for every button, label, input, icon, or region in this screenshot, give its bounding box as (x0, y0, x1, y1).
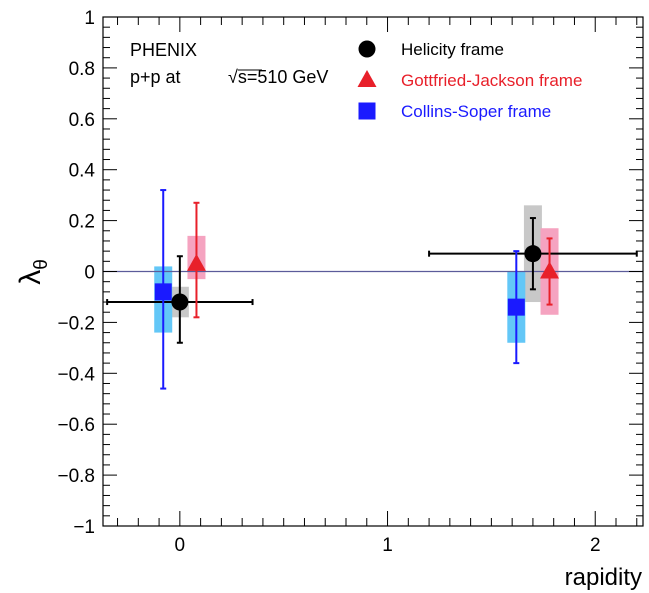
square-data-point (154, 283, 172, 301)
x-tick-label: 2 (590, 535, 601, 556)
experiment-energy: √s=510 GeV (228, 67, 328, 87)
legend-item: Helicity frame (358, 40, 504, 59)
y-tick-label: 1 (84, 8, 95, 29)
legend-label: Helicity frame (401, 40, 504, 59)
y-tick-label: 0.4 (69, 161, 96, 182)
y-tick-label: −0.8 (57, 466, 95, 487)
circle-data-point (171, 293, 189, 311)
y-tick-label: 0.6 (69, 110, 95, 131)
triangle-data-point (540, 261, 560, 279)
y-tick-label: 0 (84, 263, 95, 284)
y-tick-label: 0.8 (69, 59, 95, 80)
x-tick-label: 1 (382, 535, 393, 556)
experiment-system: p+p at (130, 67, 181, 87)
square-data-point (507, 298, 525, 316)
y-tick-label: 0.2 (69, 212, 95, 233)
y-tick-label: −0.4 (57, 364, 95, 385)
legend-square-marker (358, 102, 376, 120)
y-tick-label: −0.6 (57, 415, 95, 436)
y-axis-title: λθ (14, 259, 52, 285)
legend-label: Gottfried-Jackson frame (401, 71, 582, 90)
marker-layer (154, 245, 560, 316)
triangle-data-point (186, 253, 206, 271)
legend-label: Collins-Soper frame (401, 102, 551, 121)
y-tick-label: −1 (73, 517, 95, 538)
x-axis-title: rapidity (565, 564, 642, 591)
experiment-label: PHENIX p+p at √s=510 GeV (130, 40, 328, 87)
experiment-name: PHENIX (130, 40, 197, 60)
legend-item: Collins-Soper frame (358, 102, 551, 121)
y-tick-label: −0.2 (57, 313, 95, 334)
circle-data-point (524, 245, 542, 263)
legend-circle-marker (358, 40, 376, 58)
legend-triangle-marker (357, 70, 377, 87)
legend-item: Gottfried-Jackson frame (357, 70, 582, 90)
axis-ticks: −1 −0.8 −0.6 −0.4 −0.2 0 0.2 0.4 0.6 0.8 1 0 1 2 (57, 8, 643, 556)
legend: Helicity frame Gottfried-Jackson frame Col… (357, 40, 582, 121)
x-tick-label: 0 (175, 535, 186, 556)
